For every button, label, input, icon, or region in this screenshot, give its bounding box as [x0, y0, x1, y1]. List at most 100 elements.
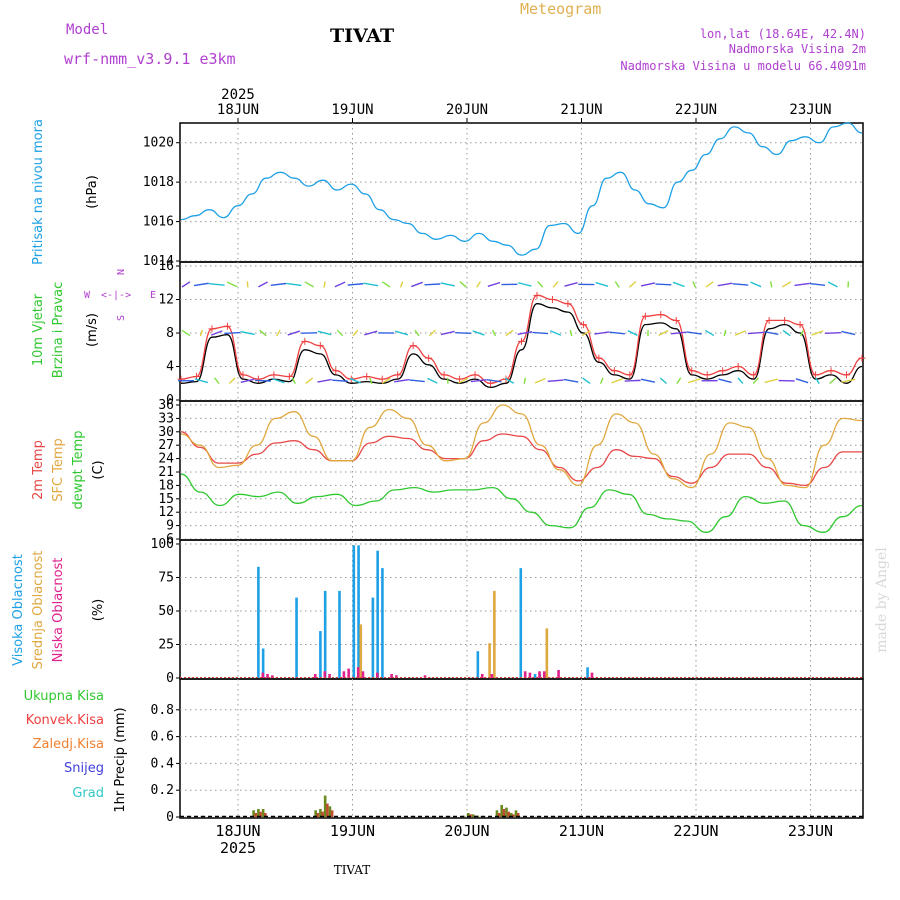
precip-label-snow: Snijeg: [64, 761, 104, 776]
precip-bar: [323, 795, 327, 817]
precip-label-hail: Grad: [72, 786, 104, 801]
bottom-year-label: 2025: [220, 839, 256, 857]
precip-panel: 0 0.2 0.4 0.6 0.8: [151, 678, 864, 825]
precip-label-frozen: Zaledj.Kisa: [33, 737, 104, 752]
temp-ytick-label: 12: [158, 505, 174, 520]
gust-marker: [518, 337, 525, 345]
wind-arrow: [734, 330, 747, 336]
wind-arrow: [381, 377, 391, 384]
gust-marker: [548, 296, 556, 303]
top-day-label: 18JUN: [217, 102, 259, 118]
cloud-bar: [476, 651, 480, 678]
gust-marker: [827, 367, 835, 375]
pressure-series-pressure: [180, 122, 863, 256]
temp-ylabels: 2m Temp SFC Temp dewpt Temp (C): [31, 430, 106, 509]
wind-arrow: [611, 377, 624, 384]
precip-bar: [502, 808, 506, 817]
wind-arrow: [194, 378, 208, 384]
temp-ylabel-2: SFC Temp: [51, 438, 66, 502]
gust-marker: [765, 316, 773, 324]
temp-series-dewpt-temp: [180, 473, 863, 533]
wind-arrow: [491, 329, 497, 337]
wind-arrow: [752, 377, 759, 385]
gust-marker: [626, 371, 634, 379]
temp-ytick-label: 24: [158, 452, 174, 467]
gust-marker: [703, 371, 711, 379]
cloud-bar: [480, 673, 484, 678]
wind-arrow: [705, 281, 714, 288]
altitude-label: Nadmorska Visina 2m: [729, 42, 866, 56]
gust-marker: [843, 371, 851, 379]
top-day-labels: 18JUN 19JUN 20JUN 21JUN 22JUN 23JUN: [217, 102, 832, 123]
wind-arrow: [737, 377, 744, 385]
wind-ylabel-1: 10m Vjetar: [31, 293, 46, 366]
temp-ytick-label: 33: [158, 411, 174, 426]
wind-arrow: [317, 330, 332, 336]
gust-marker: [177, 375, 185, 383]
wind-arrow: [240, 378, 255, 384]
wind-arrow: [240, 330, 255, 336]
model-label: Model: [66, 22, 108, 38]
precip-bar: [261, 808, 265, 817]
precip-bar: [264, 812, 267, 817]
temp-ytick-label: 36: [158, 398, 174, 413]
cloud-bar: [542, 671, 546, 678]
precip-ytick-label: 0.4: [151, 756, 175, 771]
wind-arrow: [692, 281, 697, 288]
cloud-bar: [319, 631, 322, 678]
cloud-bar: [395, 675, 398, 678]
cloud-unit: (%): [91, 599, 106, 622]
wind-arrow: [676, 377, 682, 385]
meteogram-title: Meteogram: [520, 0, 601, 18]
wind-arrow: [381, 281, 391, 288]
top-day-label: 23JUN: [789, 102, 831, 118]
wind-arrow: [394, 378, 410, 383]
gust-marker: [579, 321, 587, 329]
gust-marker: [208, 325, 216, 333]
pressure-ytick-label: 1020: [143, 136, 174, 151]
wind-ytick-label: 4: [166, 360, 174, 375]
pressure-ytick-label: 1018: [143, 175, 174, 190]
wind-arrow: [181, 281, 191, 288]
wind-arrow: [686, 331, 702, 335]
cloud-bar: [266, 673, 269, 678]
wind-arrow: [334, 281, 346, 288]
gust-marker: [270, 371, 278, 379]
precip-bar: [326, 803, 329, 817]
precip-bar: [254, 812, 258, 817]
precip-ytick-label: 0.2: [151, 783, 174, 798]
credit-label: made by Angel: [874, 547, 890, 653]
wind-arrow: [629, 281, 637, 288]
wind-arrow: [428, 329, 436, 337]
cloud-bar: [357, 545, 360, 678]
bottom-day-label: 22JUN: [673, 822, 718, 840]
temp-ytick-label: 9: [166, 519, 174, 534]
wind-arrow: [672, 281, 685, 288]
wind-arrow: [487, 281, 501, 288]
cloud-bar: [493, 590, 496, 678]
gust-marker: [332, 367, 340, 375]
wind-arrow: [718, 378, 732, 384]
gust-marker: [239, 371, 247, 379]
precip-label-total: Ukupna Kisa: [24, 689, 104, 704]
compass-s: S: [116, 315, 127, 321]
bottom-day-label: 21JUN: [559, 822, 604, 840]
wind-arrow: [827, 281, 838, 288]
compass-n: N: [116, 269, 127, 275]
gust-marker: [533, 291, 541, 299]
wind-arrow: [399, 281, 404, 288]
cloud-ylabels: Visoka Oblacnost Srednja Oblacnost Niska…: [11, 551, 106, 670]
precip-bar: [471, 814, 475, 817]
lonlat-label: lon,lat (18.64E, 42.4N): [700, 27, 866, 41]
cloud-ytick-label: 50: [158, 604, 174, 619]
cloud-bar: [488, 643, 491, 678]
cloud-bar: [359, 624, 363, 678]
wind-arrow: [563, 378, 579, 383]
wind-arrow: [764, 378, 779, 384]
wind-arrow: [769, 281, 773, 288]
cloud-bar: [590, 672, 594, 678]
top-day-label: 20JUN: [446, 102, 488, 118]
wind-arrow: [363, 282, 379, 287]
wind-arrow: [226, 281, 238, 288]
precip-bar: [509, 812, 513, 817]
